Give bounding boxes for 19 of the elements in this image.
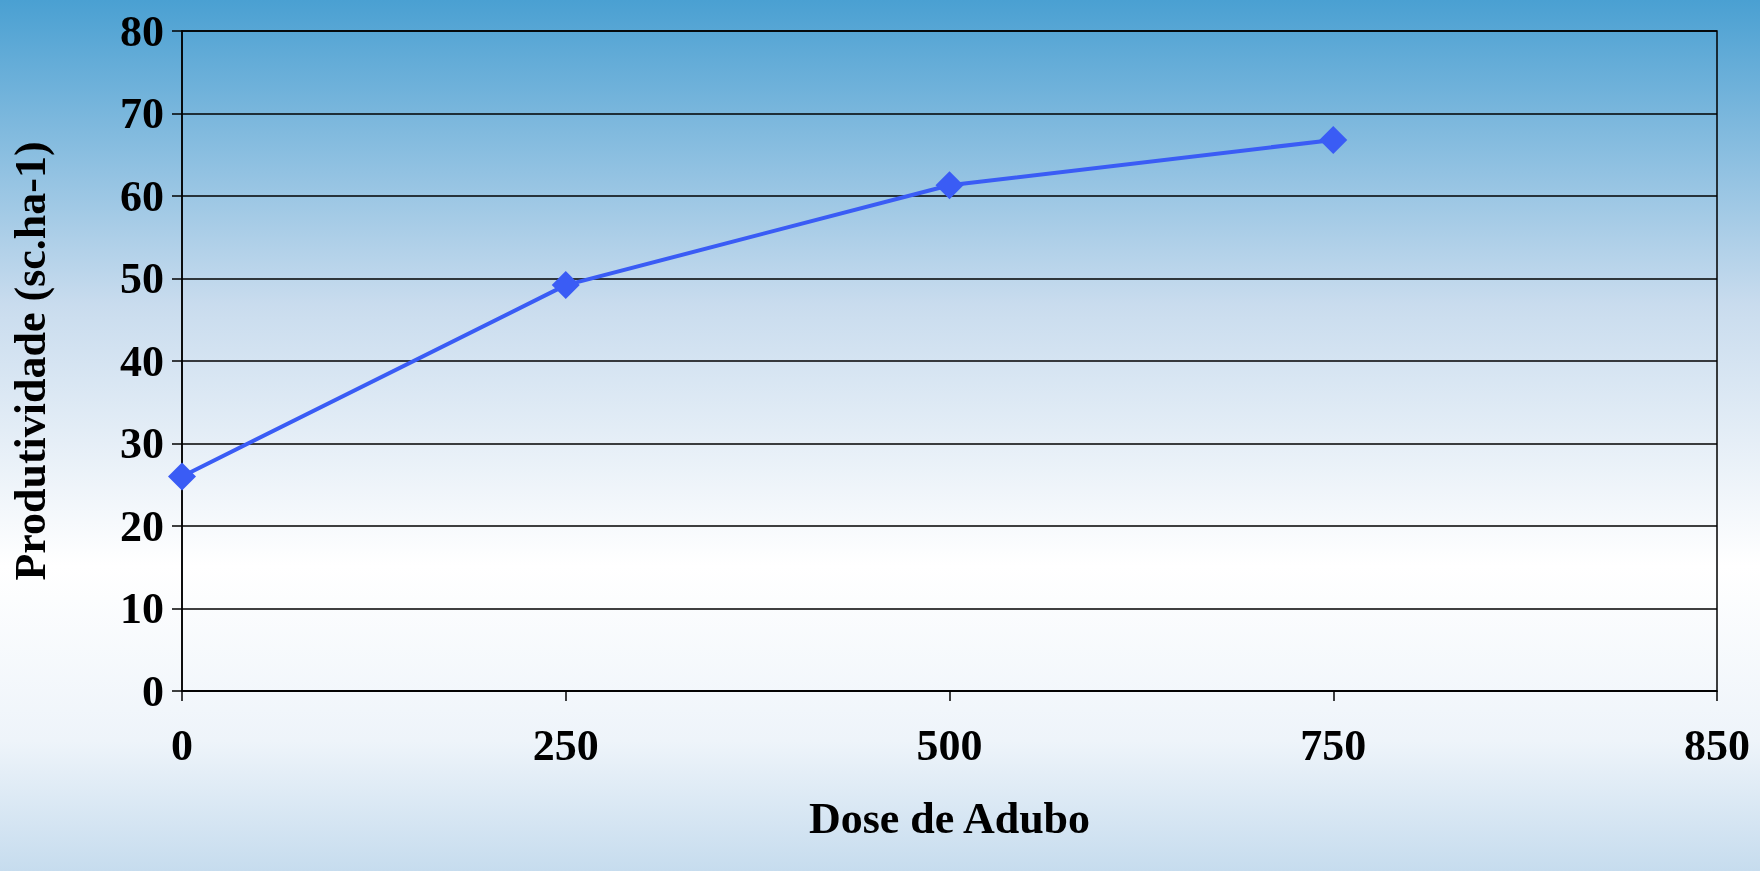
y-tick-label: 80 — [120, 6, 164, 56]
x-tick-label: 500 — [916, 720, 983, 770]
x-axis-title: Dose de Adubo — [808, 793, 1091, 843]
y-tick-label: 0 — [142, 666, 164, 716]
y-tick-label: 20 — [120, 501, 164, 551]
y-axis-title: Produtividade (sc.ha-1) — [5, 141, 55, 581]
y-tick-label: 30 — [120, 419, 164, 468]
point — [935, 171, 964, 200]
point — [551, 271, 580, 300]
y-tick-label: 10 — [120, 584, 164, 633]
point — [168, 462, 196, 491]
y-tick-label: 40 — [120, 336, 164, 386]
x-tick-label: 750 — [1300, 720, 1367, 770]
x-tick-label: 250 — [532, 720, 599, 770]
point — [1319, 125, 1348, 154]
y-tick-label: 50 — [120, 254, 164, 303]
y-tick-label: 60 — [120, 171, 164, 221]
y-tick-label: 70 — [120, 89, 164, 138]
x-tick-label: 850 — [1684, 720, 1750, 770]
